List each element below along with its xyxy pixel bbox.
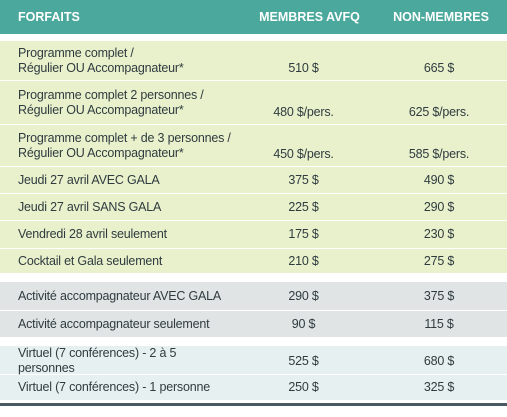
spacer — [0, 35, 507, 41]
package-name: Virtuel (7 conférences) - 1 personne — [18, 380, 210, 394]
package-line-1: Programme complet / — [18, 45, 134, 60]
table-row: Programme complet 2 personnes / Régulier… — [0, 81, 507, 125]
member-price: 175 $ — [288, 227, 319, 241]
nonmember-price: 275 $ — [423, 253, 455, 268]
nonmember-price: 490 $ — [423, 172, 455, 187]
member-price: 510 $ — [288, 61, 319, 75]
table-row: Programme complet + de 3 personnes / Rég… — [0, 125, 507, 167]
package-name: Vendredi 28 avril seulement — [18, 227, 167, 241]
nonmember-price: 325 $ — [423, 380, 455, 394]
table-header: FORFAITS MEMBRES AVFQ NON-MEMBRES — [0, 0, 507, 35]
package-name: Programme complet 2 personnes / Régulier… — [0, 88, 236, 118]
package-name: Cocktail et Gala seulement — [18, 253, 163, 268]
member-price: 210 $ — [288, 253, 319, 268]
member-price: 450 $/pers. — [273, 147, 334, 161]
package-line-1: Programme complet + de 3 personnes / — [18, 130, 231, 145]
member-price: 225 $ — [288, 199, 319, 214]
nonmember-price: 115 $ — [424, 316, 454, 331]
package-line-2: Régulier OU Accompagnateur* — [18, 102, 184, 117]
nonmember-price: 290 $ — [423, 199, 455, 214]
spacer — [0, 338, 507, 346]
header-packages: FORFAITS — [18, 9, 80, 24]
table-row: Activité accompagnateur seulement 90 $ 1… — [0, 311, 507, 338]
package-name: Programme complet / Régulier OU Accompag… — [0, 46, 236, 76]
nonmember-price: 625 $/pers. — [408, 105, 470, 119]
package-line-2: Régulier OU Accompagnateur* — [18, 60, 184, 75]
table-row: Programme complet / Régulier OU Accompag… — [0, 41, 507, 81]
nonmember-price: 585 $/pers. — [408, 147, 470, 161]
spacer — [0, 274, 507, 282]
header-members: MEMBRES AVFQ — [259, 9, 360, 24]
nonmember-price: 375 $ — [423, 288, 455, 303]
table-row: Jeudi 27 avril AVEC GALA 375 $ 490 $ — [0, 167, 507, 194]
package-name: Jeudi 27 avril AVEC GALA — [18, 172, 160, 187]
nonmember-price: 230 $ — [423, 227, 455, 241]
header-nonmembers: NON-MEMBRES — [393, 9, 489, 24]
nonmember-price: 680 $ — [423, 353, 455, 368]
package-name: Programme complet + de 3 personnes / Rég… — [0, 131, 236, 161]
member-price: 250 $ — [288, 380, 319, 394]
table-row: Vendredi 28 avril seulement 175 $ 230 $ — [0, 221, 507, 249]
member-price: 290 $ — [288, 288, 319, 303]
pricing-table: FORFAITS MEMBRES AVFQ NON-MEMBRES Progra… — [0, 0, 507, 406]
member-price: 525 $ — [288, 353, 319, 368]
package-name: Jeudi 27 avril SANS GALA — [18, 199, 162, 214]
package-line-1: Programme complet 2 personnes / — [18, 87, 204, 102]
package-name: Activité accompagnateur seulement — [18, 316, 210, 331]
table-row: Jeudi 27 avril SANS GALA 225 $ 290 $ — [0, 194, 507, 221]
table-row: Cocktail et Gala seulement 210 $ 275 $ — [0, 249, 507, 274]
package-name: Activité accompagnateur AVEC GALA — [18, 288, 221, 303]
table-bottom-rule — [0, 403, 507, 406]
member-price: 480 $/pers. — [273, 105, 334, 119]
member-price: 90 $ — [291, 316, 316, 331]
table-row: Virtuel (7 conférences) - 2 à 5 personne… — [0, 346, 507, 375]
package-line-2: Régulier OU Accompagnateur* — [18, 145, 184, 160]
member-price: 375 $ — [288, 172, 319, 187]
table-row: Activité accompagnateur AVEC GALA 290 $ … — [0, 282, 507, 311]
nonmember-price: 665 $ — [423, 61, 455, 75]
package-name: Virtuel (7 conférences) - 2 à 5 personne… — [18, 346, 177, 375]
table-row: Virtuel (7 conférences) - 1 personne 250… — [0, 375, 507, 401]
